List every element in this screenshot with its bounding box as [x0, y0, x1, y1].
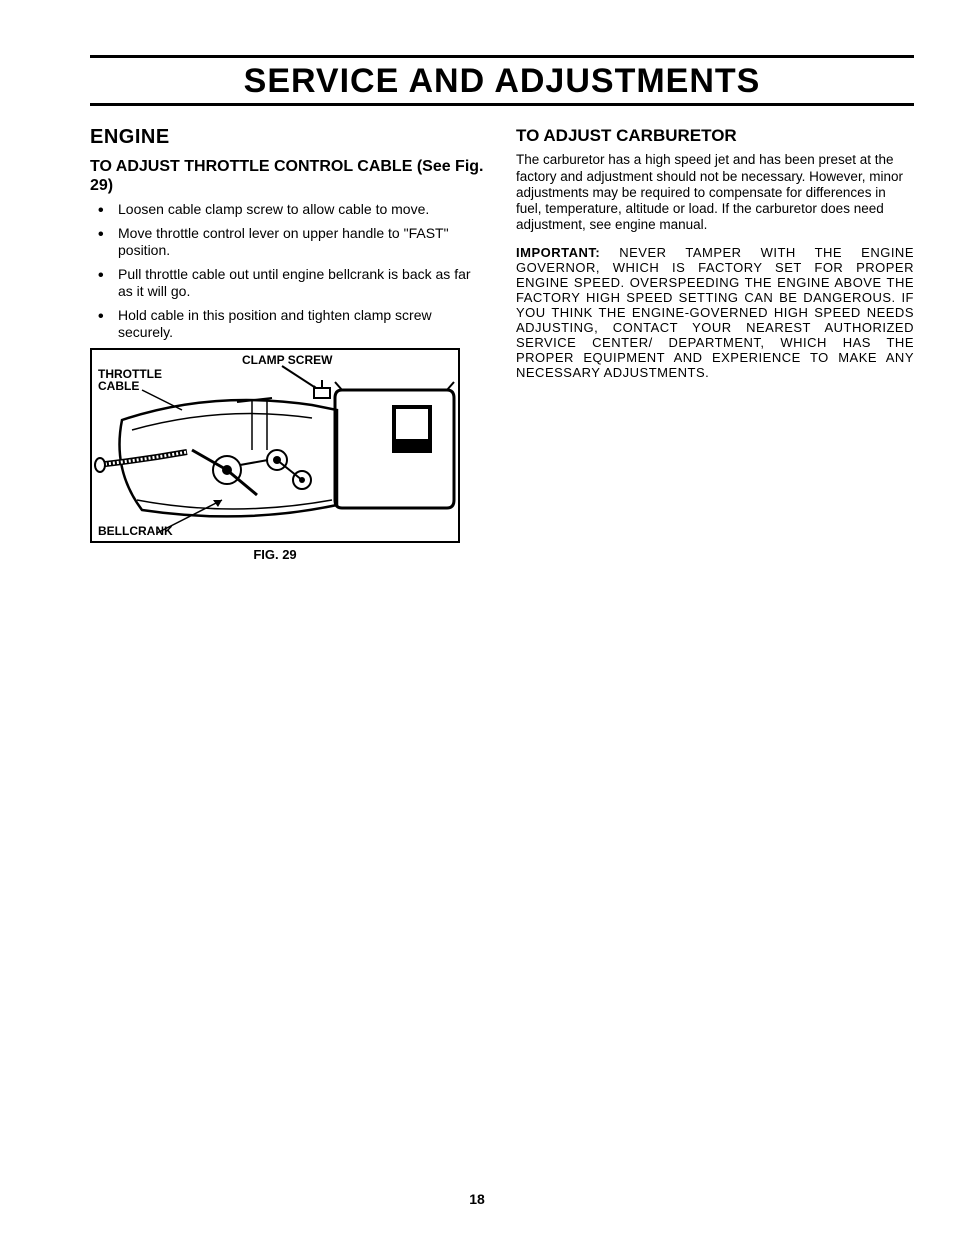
figure-29-drawing — [92, 350, 460, 543]
list-item: Loosen cable clamp screw to allow cable … — [90, 201, 488, 219]
carburetor-subhead: TO ADJUST CARBURETOR — [516, 126, 914, 146]
carburetor-body: The carburetor has a high speed jet and … — [516, 152, 914, 233]
list-item: Move throttle control lever on upper han… — [90, 225, 488, 260]
engine-heading: ENGINE — [90, 126, 488, 149]
content-columns: ENGINE TO ADJUST THROTTLE CONTROL CABLE … — [90, 126, 914, 562]
figure-29-caption: FIG. 29 — [90, 547, 460, 562]
manual-page: SERVICE AND ADJUSTMENTS ENGINE TO ADJUST… — [0, 0, 954, 1235]
important-label: IMPORTANT: — [516, 245, 600, 260]
list-item: Pull throttle cable out until engine bel… — [90, 266, 488, 301]
bottom-rule — [90, 103, 914, 106]
right-column: TO ADJUST CARBURETOR The carburetor has … — [516, 126, 914, 562]
list-item: Hold cable in this position and tighten … — [90, 307, 488, 342]
important-notice: IMPORTANT: NEVER TAMPER WITH THE ENGINE … — [516, 246, 914, 380]
left-column: ENGINE TO ADJUST THROTTLE CONTROL CABLE … — [90, 126, 488, 562]
figure-29: CLAMP SCREW THROTTLE CABLE BELLCRANK — [90, 348, 460, 543]
throttle-steps-list: Loosen cable clamp screw to allow cable … — [90, 201, 488, 342]
page-title: SERVICE AND ADJUSTMENTS — [90, 62, 914, 101]
important-body: NEVER TAMPER WITH THE ENGINE GOVERNOR, W… — [516, 245, 914, 380]
throttle-subhead: TO ADJUST THROTTLE CONTROL CABLE (See Fi… — [90, 157, 488, 195]
top-rule — [90, 55, 914, 58]
page-number: 18 — [0, 1191, 954, 1207]
